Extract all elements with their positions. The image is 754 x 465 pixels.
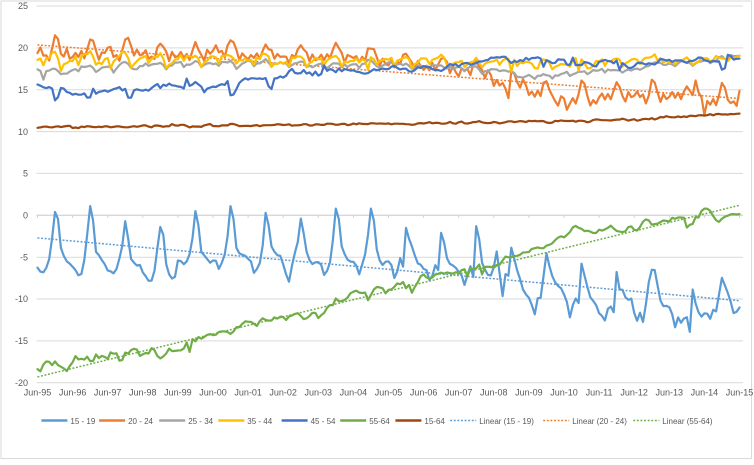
svg-text:55-64: 55-64	[369, 417, 390, 426]
svg-text:-20: -20	[15, 378, 28, 388]
svg-text:-10: -10	[15, 294, 28, 304]
svg-text:20: 20	[18, 43, 28, 53]
svg-text:Jun-07: Jun-07	[445, 388, 473, 398]
svg-text:35 - 44: 35 - 44	[247, 417, 272, 426]
svg-text:45 - 54: 45 - 54	[311, 417, 336, 426]
svg-text:5: 5	[23, 169, 28, 179]
svg-text:Jun-06: Jun-06	[410, 388, 438, 398]
svg-text:15-64: 15-64	[424, 417, 445, 426]
svg-text:Jun-02: Jun-02	[269, 388, 297, 398]
svg-text:Jun-09: Jun-09	[515, 388, 543, 398]
svg-text:Jun-99: Jun-99	[164, 388, 192, 398]
svg-text:Jun-13: Jun-13	[656, 388, 684, 398]
svg-text:0: 0	[23, 211, 28, 221]
svg-text:Jun-04: Jun-04	[340, 388, 368, 398]
svg-text:Jun-10: Jun-10	[550, 388, 578, 398]
svg-text:Jun-96: Jun-96	[59, 388, 87, 398]
svg-text:10: 10	[18, 127, 28, 137]
svg-text:Jun-14: Jun-14	[691, 388, 719, 398]
svg-text:25: 25	[18, 1, 28, 11]
svg-text:Jun-95: Jun-95	[24, 388, 52, 398]
svg-text:-15: -15	[15, 336, 28, 346]
svg-text:15 - 19: 15 - 19	[70, 417, 95, 426]
svg-text:Jun-03: Jun-03	[305, 388, 333, 398]
svg-text:25 - 34: 25 - 34	[188, 417, 213, 426]
svg-text:Jun-00: Jun-00	[199, 388, 227, 398]
svg-text:-5: -5	[20, 252, 28, 262]
svg-text:Jun-97: Jun-97	[94, 388, 122, 398]
svg-text:Jun-11: Jun-11	[586, 388, 613, 398]
svg-text:Jun-05: Jun-05	[375, 388, 403, 398]
svg-text:Jun-15: Jun-15	[726, 388, 754, 398]
svg-text:Linear (20 - 24): Linear (20 - 24)	[572, 417, 627, 426]
svg-text:15: 15	[18, 85, 28, 95]
svg-text:Jun-01: Jun-01	[234, 388, 262, 398]
svg-text:20 - 24: 20 - 24	[128, 417, 153, 426]
svg-text:Jun-08: Jun-08	[480, 388, 508, 398]
svg-text:Linear (55-64): Linear (55-64)	[662, 417, 713, 426]
svg-text:Linear (15 - 19): Linear (15 - 19)	[479, 417, 534, 426]
svg-text:Jun-12: Jun-12	[620, 388, 648, 398]
svg-text:Jun-98: Jun-98	[129, 388, 157, 398]
